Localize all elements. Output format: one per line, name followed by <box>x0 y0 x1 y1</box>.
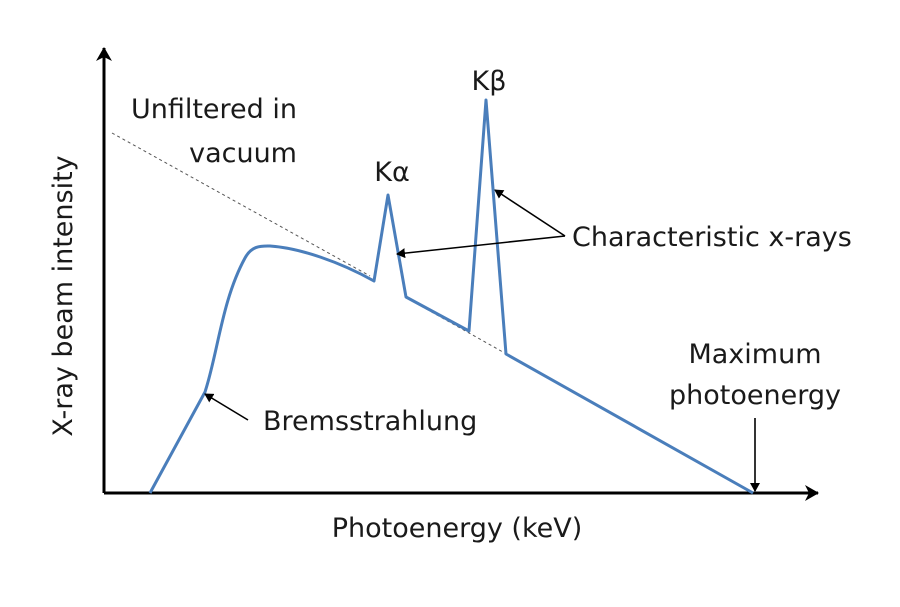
unfiltered-dashed-line <box>111 132 371 277</box>
characteristic-arrow-kbeta <box>494 189 566 237</box>
characteristic-arrow-kalpha <box>396 235 566 259</box>
bremsstrahlung-arrow <box>204 393 249 421</box>
unfiltered-label-line2: vacuum <box>189 138 297 169</box>
k-alpha-label: Kα <box>374 157 410 188</box>
k-beta-label: Kβ <box>472 66 507 97</box>
unfiltered-label-line1: Unfiltered in <box>131 94 297 125</box>
characteristic-xrays-label: Characteristic x-rays <box>572 222 852 253</box>
x-axis-label: Photoenergy (keV) <box>332 513 583 544</box>
maximum-photoenergy-label-line2: photoenergy <box>669 380 841 411</box>
y-axis-label: X-ray beam intensity <box>48 155 79 436</box>
maximum-photoenergy-label-line1: Maximum <box>688 339 821 370</box>
bremsstrahlung-label: Bremsstrahlung <box>263 406 477 437</box>
spectrum-curve <box>148 98 754 495</box>
